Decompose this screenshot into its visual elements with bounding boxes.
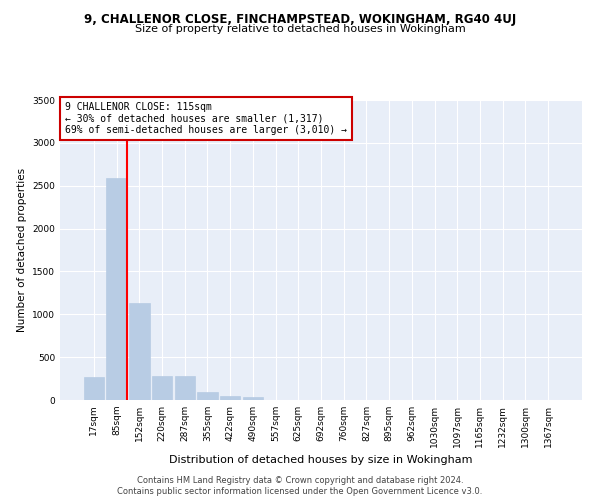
Y-axis label: Number of detached properties: Number of detached properties: [17, 168, 26, 332]
Bar: [197, 392, 218, 400]
Text: 9, CHALLENOR CLOSE, FINCHAMPSTEAD, WOKINGHAM, RG40 4UJ: 9, CHALLENOR CLOSE, FINCHAMPSTEAD, WOKIN…: [84, 12, 516, 26]
Bar: [242, 397, 263, 400]
Text: 9 CHALLENOR CLOSE: 115sqm
← 30% of detached houses are smaller (1,317)
69% of se: 9 CHALLENOR CLOSE: 115sqm ← 30% of detac…: [65, 102, 347, 134]
Text: Contains public sector information licensed under the Open Government Licence v3: Contains public sector information licen…: [118, 487, 482, 496]
Bar: [106, 178, 127, 400]
X-axis label: Distribution of detached houses by size in Wokingham: Distribution of detached houses by size …: [169, 456, 473, 466]
Text: Contains HM Land Registry data © Crown copyright and database right 2024.: Contains HM Land Registry data © Crown c…: [137, 476, 463, 485]
Text: Size of property relative to detached houses in Wokingham: Size of property relative to detached ho…: [134, 24, 466, 34]
Bar: [220, 396, 241, 400]
Bar: [152, 376, 172, 400]
Bar: [84, 377, 104, 400]
Bar: [129, 303, 149, 400]
Bar: [175, 376, 195, 400]
